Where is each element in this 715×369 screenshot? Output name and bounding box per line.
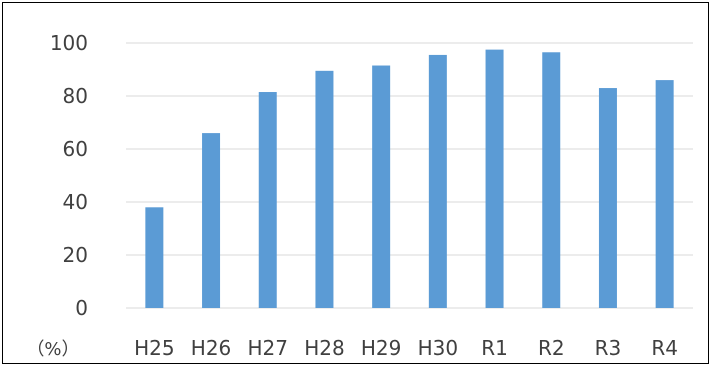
x-tick-label: H26	[191, 336, 232, 360]
bar-r3	[598, 88, 617, 308]
bar-r4	[655, 80, 674, 308]
bar-r1	[485, 49, 504, 308]
x-axis-ticks: H25 H26 H27 H28 H29 H30 R1 R2 R3 R4	[134, 336, 678, 360]
x-tick-label: R4	[651, 336, 678, 360]
bar-h29	[372, 65, 391, 309]
y-tick-label: 80	[63, 84, 88, 108]
y-tick-label: 40	[63, 190, 88, 214]
y-tick-label: 0	[75, 296, 88, 320]
unit-label: （%）	[26, 339, 79, 360]
y-axis-ticks: 0 20 40 60 80 100	[50, 31, 88, 320]
bar-h26	[202, 133, 221, 308]
bar-h27	[258, 92, 277, 309]
bar-h28	[315, 70, 334, 308]
x-tick-label: H29	[361, 336, 402, 360]
x-tick-label: R1	[481, 336, 508, 360]
gridlines	[126, 42, 693, 309]
y-tick-label: 20	[63, 243, 88, 267]
x-tick-label: H28	[304, 336, 345, 360]
x-tick-label: H27	[248, 336, 289, 360]
bar-h25	[145, 207, 164, 308]
y-tick-label: 100	[50, 31, 88, 55]
y-tick-label: 60	[63, 137, 88, 161]
x-tick-label: R3	[595, 336, 622, 360]
chart-frame: 0 20 40 60 80 100 H25 H26 H27 H28 H29 H30 R1 R2 R3 R4 …	[2, 2, 709, 364]
bar-r2	[542, 52, 561, 309]
x-tick-label: H25	[134, 336, 175, 360]
bar-h30	[428, 54, 447, 308]
x-tick-label: H30	[418, 336, 459, 360]
bars	[145, 49, 674, 309]
x-tick-label: R2	[538, 336, 565, 360]
